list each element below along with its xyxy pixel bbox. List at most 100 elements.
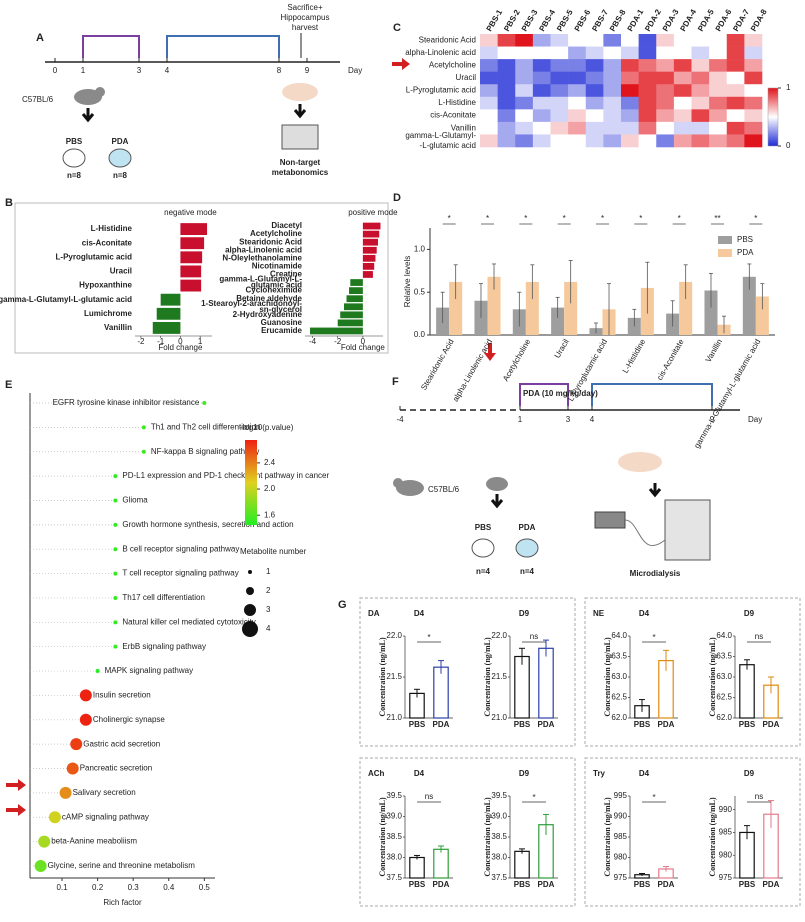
x-tick-label: L-Histidine — [621, 337, 648, 375]
timeline-label: 3 — [137, 66, 142, 75]
heat-cell — [497, 109, 516, 123]
bar — [156, 307, 181, 320]
bar — [362, 238, 378, 246]
y-tick-label: 22.0 — [386, 631, 402, 640]
heat-cell — [532, 96, 551, 110]
heat-cell — [515, 71, 534, 85]
heat-cell — [638, 46, 657, 60]
heat-cell — [656, 71, 675, 85]
legend-swatch — [718, 249, 732, 257]
bar — [362, 246, 377, 254]
heat-cell — [497, 134, 516, 148]
category-label: glutamic acid — [251, 281, 302, 290]
heat-cell — [532, 34, 551, 47]
bubble — [113, 522, 118, 527]
heat-cell — [638, 134, 657, 148]
x-tick-label: -4 — [309, 337, 317, 346]
heat-cell — [621, 134, 639, 148]
significance: * — [486, 214, 489, 223]
heat-cell — [568, 134, 587, 148]
bar — [514, 850, 530, 879]
chart-title: D9 — [744, 769, 755, 778]
bubble — [95, 669, 100, 674]
category-label: sn-glycerol — [259, 305, 302, 314]
heat-cell — [585, 109, 604, 123]
y-tick-label: 39.0 — [386, 812, 402, 821]
heat-cell — [497, 34, 516, 47]
row-label: Vanillin — [451, 123, 476, 132]
heat-cell — [744, 46, 763, 60]
heat-cell — [585, 84, 604, 98]
y-tick-label: 995 — [614, 791, 628, 800]
heat-cell — [744, 84, 763, 98]
y-axis-label: Concentration (ng/mL) — [378, 637, 387, 717]
heat-cell — [550, 59, 569, 72]
significance: * — [532, 793, 535, 802]
category-label: Stearidonic Acid — [239, 237, 302, 246]
bar — [538, 647, 554, 719]
panel-label: E — [5, 379, 12, 391]
timeline-label: 4 — [590, 415, 595, 424]
y-axis-label: Concentration (ng/mL) — [708, 797, 717, 877]
x-axis-label: Rich factor — [103, 898, 142, 907]
heat-cell — [550, 84, 569, 98]
row-label: Uracil — [456, 73, 477, 82]
pathway-label: beta-Aanine meaboliism — [51, 837, 137, 846]
x-tick-label: 0 — [361, 337, 366, 346]
pathway-label: Natural killer cel mediated cytotoxicity — [122, 617, 255, 626]
bubble — [79, 689, 92, 702]
heat-cell — [744, 121, 763, 135]
y-tick-label: 975 — [719, 873, 733, 882]
bar — [487, 276, 501, 335]
heat-cell — [603, 46, 622, 60]
y-axis-label: Concentration (ng/mL) — [483, 637, 492, 717]
heat-cell — [656, 34, 675, 47]
heat-cell — [673, 109, 692, 123]
heat-cell — [532, 121, 551, 135]
pathway-label: Glioma — [122, 496, 148, 505]
size-legend-label: 3 — [266, 605, 271, 614]
group-title: DA — [368, 609, 380, 618]
x-tick-label: PDA — [763, 880, 780, 889]
bar — [514, 655, 530, 719]
heat-cell — [691, 59, 710, 72]
y-tick-label: 62.5 — [716, 693, 732, 702]
heat-cell — [638, 84, 657, 98]
heat-cell — [656, 134, 675, 148]
heat-cell — [603, 121, 622, 135]
heat-cell — [603, 59, 622, 72]
heat-cell — [532, 84, 551, 98]
heat-cell — [691, 46, 710, 60]
n-label: n=8 — [113, 171, 128, 180]
bar — [362, 230, 380, 238]
pathway-label: B cell receptor signaling pathway — [122, 544, 239, 553]
size-legend-label: 1 — [266, 567, 271, 576]
bubble — [113, 498, 118, 503]
heat-cell — [532, 134, 551, 148]
heat-cell — [673, 96, 692, 110]
legend-swatch — [718, 236, 732, 244]
timeline-label: 8 — [277, 66, 282, 75]
heat-cell — [515, 121, 534, 135]
x-axis-label: Fold change — [341, 343, 386, 352]
bar — [433, 666, 449, 719]
event-label: Sacrifice+ — [287, 3, 323, 12]
x-tick-label: -2 — [137, 337, 145, 346]
heat-cell — [656, 59, 675, 72]
legend-label: PBS — [737, 235, 753, 244]
heat-cell — [691, 84, 710, 98]
significance: * — [524, 214, 527, 223]
heat-cell — [497, 96, 516, 110]
heat-cell — [726, 34, 745, 47]
x-tick-label: 0.5 — [199, 883, 211, 892]
pathway-label: Gastric acid secretion — [83, 739, 160, 748]
heat-cell — [691, 71, 710, 85]
pathway-label: PD-L1 expression and PD-1 checkpoint pat… — [122, 471, 329, 480]
bar — [362, 222, 381, 230]
size-legend-dot — [244, 604, 256, 616]
y-tick-label: 21.5 — [491, 672, 507, 681]
y-tick-label: 0.5 — [414, 287, 426, 296]
group-title: NE — [593, 609, 605, 618]
bar — [340, 311, 363, 319]
